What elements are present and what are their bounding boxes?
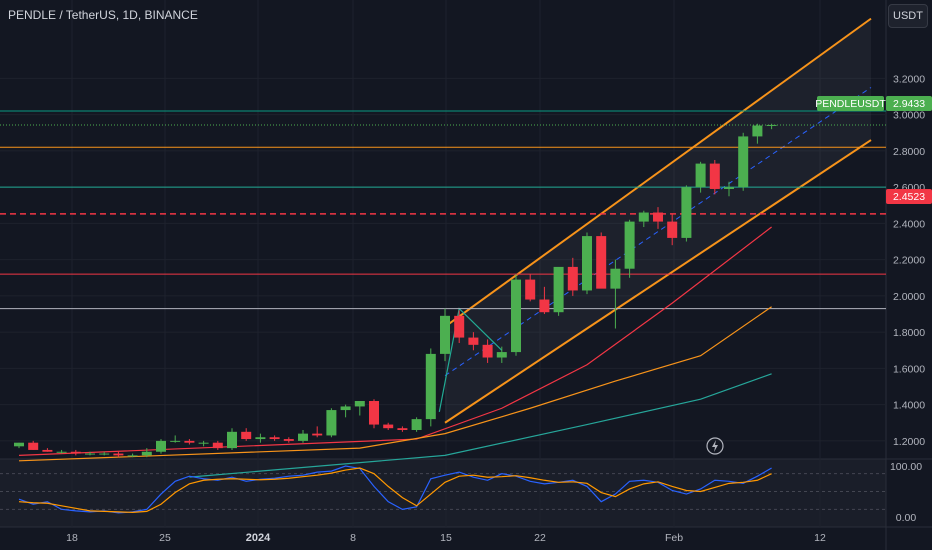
candle <box>383 422 394 431</box>
oscillator-tick-label: 0.00 <box>896 512 917 524</box>
candle <box>14 442 24 449</box>
symbol-tag-text: PENDLEUSDT <box>815 98 886 110</box>
candle <box>255 433 266 443</box>
candle <box>170 435 181 443</box>
candle <box>624 219 635 278</box>
symbol-price-tag: PENDLEUSDT <box>815 96 886 111</box>
candle <box>184 439 195 445</box>
time-tick-label: 18 <box>66 532 78 544</box>
candle <box>738 132 749 191</box>
candle <box>681 185 692 242</box>
chart-title: PENDLE / TetherUS, 1D, BINANCE <box>8 8 198 22</box>
candle <box>496 346 507 363</box>
candle <box>42 448 53 452</box>
candle <box>709 159 720 195</box>
price-tick-label: 1.4000 <box>893 400 925 412</box>
oscillator-line <box>18 467 772 514</box>
candle <box>582 232 592 295</box>
candle <box>610 259 621 329</box>
moving-averages <box>18 226 772 478</box>
candle <box>198 440 209 447</box>
oscillator-panel-background <box>0 459 886 527</box>
oscillator-line <box>18 465 772 514</box>
candle <box>653 207 663 229</box>
candle <box>724 181 734 197</box>
candle <box>283 437 294 443</box>
candle <box>596 232 607 289</box>
price-tick-label: 1.6000 <box>893 363 925 375</box>
candle <box>511 274 521 356</box>
candle <box>454 310 465 344</box>
time-tick-label: 22 <box>534 532 546 544</box>
level-price-text: 2.4523 <box>893 191 925 203</box>
last-price-text: 2.9433 <box>893 98 925 110</box>
moving-average-line <box>18 306 772 462</box>
candle <box>539 286 550 315</box>
time-tick-label: 25 <box>159 532 171 544</box>
candle <box>468 332 479 351</box>
candle <box>85 451 95 456</box>
candle <box>425 348 436 427</box>
time-tick-label: Feb <box>665 532 683 544</box>
price-tick-label: 2.4000 <box>893 218 925 230</box>
candle <box>141 448 152 458</box>
oscillator-lines <box>18 465 772 514</box>
candle <box>340 404 351 418</box>
candle <box>99 451 110 456</box>
candle <box>440 308 450 362</box>
time-tick-label: 2024 <box>246 532 271 544</box>
candle <box>667 214 678 246</box>
candle <box>695 161 706 193</box>
candle <box>766 123 777 130</box>
moving-average-line <box>189 373 772 478</box>
time-tick-label: 12 <box>814 532 826 544</box>
candle <box>553 266 564 316</box>
candle <box>369 399 379 429</box>
candle <box>397 426 408 432</box>
candle <box>312 426 323 438</box>
price-tick-label: 2.2000 <box>893 255 925 267</box>
candle <box>298 430 308 443</box>
last-price-label: 2.9433 <box>886 96 932 111</box>
candle <box>70 449 81 456</box>
candle <box>241 428 252 441</box>
price-tick-label: 3.0000 <box>893 110 925 122</box>
candle <box>127 453 138 458</box>
candle <box>567 257 578 296</box>
candle <box>482 339 493 363</box>
price-tick-label: 3.2000 <box>893 73 925 85</box>
alert-icon[interactable] <box>706 437 724 455</box>
price-tick-label: 2.8000 <box>893 146 925 158</box>
candle <box>56 449 67 454</box>
price-tick-label: 1.8000 <box>893 327 925 339</box>
time-axis-ticks: 18 25 2024 8 15 22 Feb 12 <box>66 532 826 544</box>
currency-button[interactable]: USDT <box>888 4 928 28</box>
price-tick-label: 2.0000 <box>893 291 925 303</box>
candle <box>28 440 39 450</box>
candle <box>411 417 422 432</box>
candle <box>156 439 166 454</box>
candle <box>326 408 337 438</box>
candle <box>212 440 223 450</box>
candle <box>227 428 237 450</box>
candle <box>113 451 124 458</box>
time-tick-label: 8 <box>350 532 356 544</box>
oscillator-tick-label: 100.00 <box>890 461 922 473</box>
level-price-label: 2.4523 <box>886 189 932 204</box>
candlesticks <box>14 123 777 458</box>
moving-average-line <box>18 226 772 456</box>
candle <box>525 274 536 302</box>
candle <box>638 210 649 228</box>
price-tick-label: 1.2000 <box>893 436 925 448</box>
candle <box>269 435 280 441</box>
candle <box>752 123 763 144</box>
time-tick-label: 15 <box>440 532 452 544</box>
candle <box>354 401 365 416</box>
